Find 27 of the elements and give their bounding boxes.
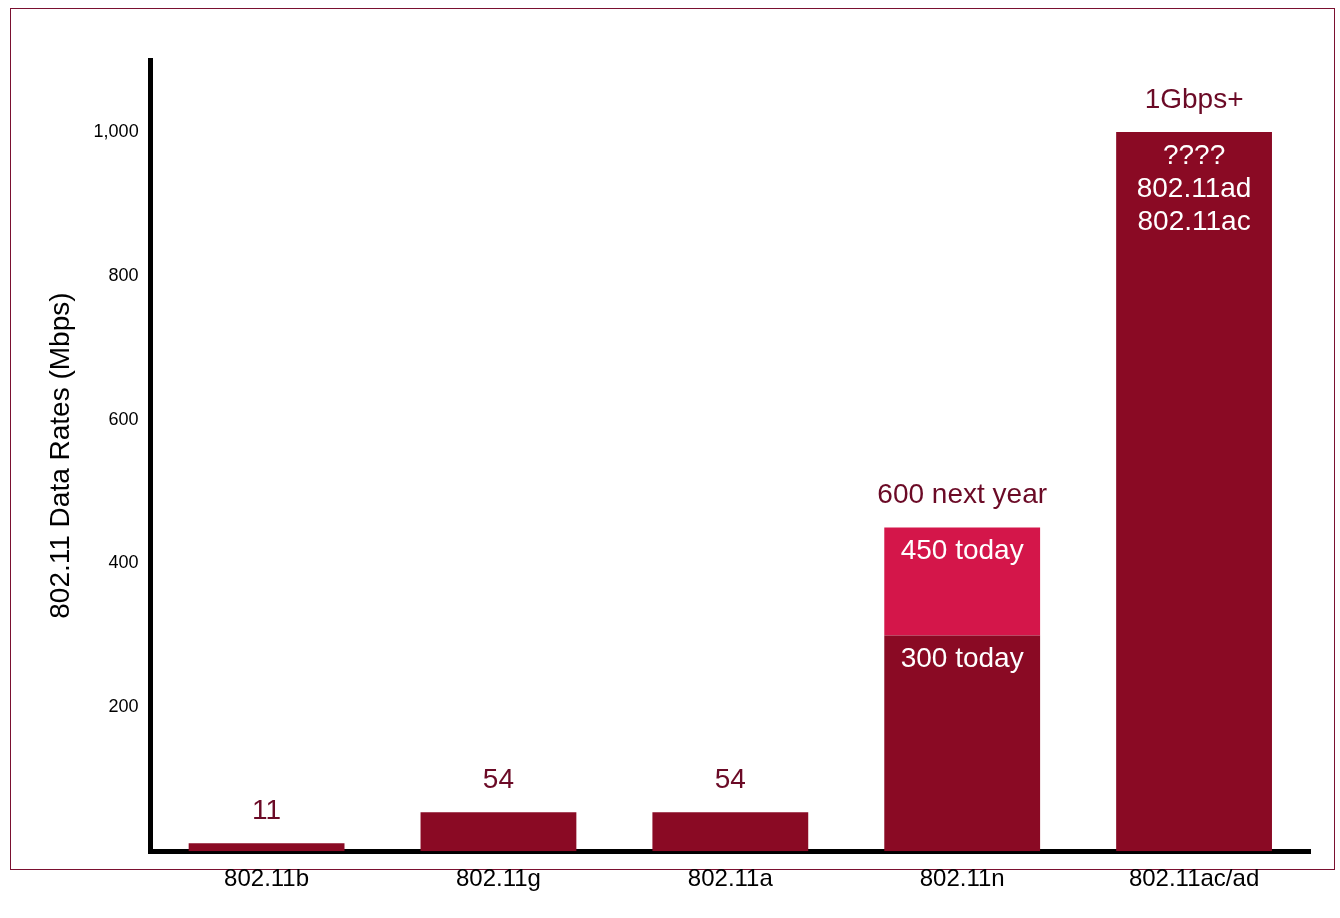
y-axis-title: 802.11 Data Rates (Mbps) — [43, 292, 75, 619]
annotation: 802.11ac — [1137, 204, 1251, 236]
data-label: 54 — [482, 763, 515, 795]
bar — [188, 843, 345, 852]
annotation: 802.11ad — [1136, 171, 1252, 203]
data-label: 11 — [252, 794, 282, 826]
y-tick-label: 1,000 — [93, 120, 139, 141]
x-tick-label: 802.11ac/ad — [1128, 864, 1260, 892]
x-tick-label: 802.11n — [919, 864, 1005, 892]
y-tick-label: 400 — [108, 552, 139, 573]
annotation: 450 today — [900, 534, 1024, 566]
y-tick-label: 600 — [108, 408, 139, 429]
bar — [1116, 131, 1272, 852]
y-tick-label: 200 — [108, 696, 139, 717]
annotation: 600 next year — [877, 478, 1048, 510]
x-tick-label: 802.11a — [687, 864, 774, 892]
annotation: ???? — [1162, 138, 1226, 170]
bar — [884, 527, 1041, 636]
x-tick-label: 802.11b — [224, 864, 310, 892]
y-tick-label: 800 — [108, 264, 139, 285]
annotation: 1Gbps+ — [1144, 82, 1244, 114]
data-label: 54 — [714, 763, 746, 795]
annotation: 300 today — [900, 642, 1024, 674]
x-tick-label: 802.11g — [455, 864, 541, 892]
bar — [420, 812, 577, 852]
bar — [652, 812, 809, 852]
bar — [884, 635, 1041, 852]
